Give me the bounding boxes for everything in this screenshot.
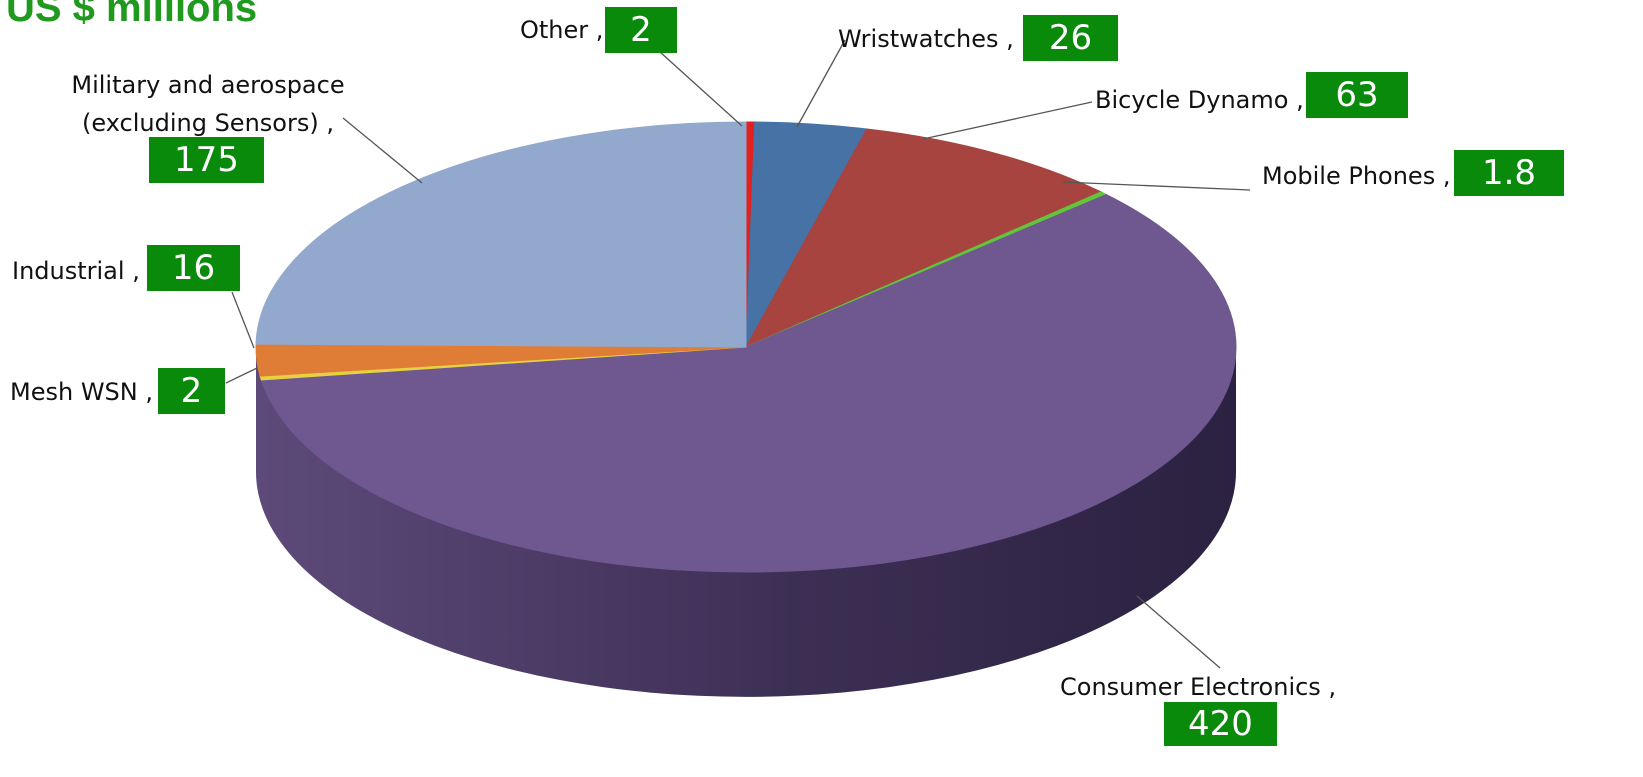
- label-industrial: Industrial ,: [12, 257, 140, 285]
- pie-slice-consumer-electronics: [260, 193, 1237, 573]
- label-wristwatches: Wristwatches ,: [838, 25, 1014, 53]
- value-industrial: 16: [147, 245, 240, 291]
- value-consumer-electronics: 420: [1164, 702, 1277, 746]
- value-bicycle-dynamo: 63: [1306, 72, 1408, 118]
- label-consumer-electronics: Consumer Electronics ,: [1060, 673, 1337, 701]
- leader-line-industrial: [231, 291, 255, 349]
- label-mesh-wsn: Mesh WSN ,: [10, 378, 153, 406]
- leader-line-consumer-electronics: [1136, 595, 1221, 669]
- leader-line-mesh-wsn: [225, 367, 258, 384]
- leader-line-wristwatches: [796, 39, 846, 128]
- label-mobile-phones: Mobile Phones ,: [1262, 162, 1451, 190]
- value-mesh-wsn: 2: [158, 368, 225, 414]
- label-bicycle-dynamo: Bicycle Dynamo ,: [1095, 86, 1304, 114]
- leader-line-military: [342, 117, 423, 184]
- value-wristwatches: 26: [1023, 15, 1118, 61]
- label-military-line1: Military and aerospace: [71, 71, 345, 99]
- label-military-line2: (excluding Sensors) ,: [82, 109, 334, 137]
- leader-line-mobile-phones: [1062, 181, 1251, 191]
- value-other: 2: [605, 7, 677, 53]
- chart-title: US $ millions: [6, 0, 258, 30]
- pie-slice-military-and-aerospace-excluding-sensors: [255, 121, 747, 348]
- label-other: Other ,: [520, 16, 604, 44]
- value-military: 175: [149, 137, 264, 183]
- leader-line-other: [659, 51, 743, 127]
- pie-side-wall: [256, 347, 1236, 697]
- leader-line-bicycle-dynamo: [922, 101, 1093, 140]
- pie-slice-bicycle-dynamo: [744, 128, 1103, 349]
- value-mobile-phones: 1.8: [1454, 150, 1564, 196]
